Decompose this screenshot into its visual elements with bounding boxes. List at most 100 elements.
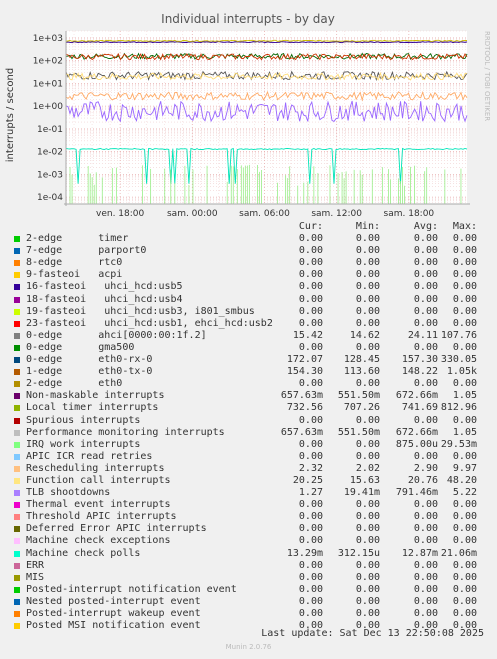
x-tick-label: ven. 18:00 [96,209,144,219]
legend-swatch [14,332,20,339]
x-tick-label: sam. 00:00 [167,209,218,219]
legend-row: Deferred Error APIC interrupts 0.00 0.00 0.… [0,523,497,535]
value-avg: 0.00 [413,523,438,535]
value-max: 1.05k [446,366,477,378]
value-min: 551.50m [337,426,380,438]
legend-row: Rescheduling interrupts 2.32 2.02 2.90 9.97 [0,463,497,475]
legend-swatch [14,623,20,630]
legend-name: 19-fasteoi uhci_hcd:usb3, i801_smbus [26,305,255,317]
legend-row: Posted-interrupt notification event 0.00 0… [0,584,497,596]
legend-name: 8-edge rtc0 [26,257,123,269]
value-cur: 0.00 [298,511,323,523]
value-max: 0.00 [452,523,477,535]
value-avg: 672.66m [395,426,438,438]
value-avg: 0.00 [413,245,438,257]
legend-swatch [14,465,20,472]
value-max: 812.96 [440,402,477,414]
legend: Cur: Min: Avg: Max: 2-edge timer 0.00 0.00… [0,221,497,632]
last-update: Last update: Sat Dec 13 22:50:08 2025 [261,628,484,639]
legend-name: 16-fasteoi uhci_hcd:usb5 [26,281,183,293]
legend-row: 18-fasteoi uhci_hcd:usb4 0.00 0.00 0.00 0.00 [0,294,497,306]
value-avg: 0.00 [413,620,438,632]
value-avg: 0.00 [413,341,438,353]
legend-row: 9-fasteoi acpi 0.00 0.00 0.00 0.00 [0,269,497,281]
value-min: 14.62 [349,329,380,341]
legend-row: Non-maskable interrupts 657.63m 551.50m 672… [0,390,497,402]
value-min: 0.00 [355,341,380,353]
value-cur: 15.42 [292,329,323,341]
value-min: 0.00 [355,535,380,547]
value-avg: 0.00 [413,450,438,462]
series-line [65,147,468,184]
value-cur: 172.07 [286,354,323,366]
legend-swatch [14,453,20,460]
legend-name: IRQ work interrupts [26,438,141,450]
value-max: 0.00 [452,341,477,353]
value-min: 0.00 [355,269,380,281]
value-cur: 0.00 [298,608,323,619]
value-cur: 0.00 [298,257,323,269]
y-tick-label: 1e+01 [33,79,63,89]
value-avg: 0.00 [413,317,438,329]
legend-row: 23-fasteoi uhci_hcd:usb1, ehci_hcd:usb2 0… [0,318,497,330]
value-min: 0.00 [355,438,380,450]
value-avg: 0.00 [413,414,438,426]
value-cur: 0.00 [298,595,323,607]
x-tick-label: sam. 12:00 [311,209,362,219]
legend-row: Posted MSI notification event 0.00 0.00 0.0… [0,620,497,632]
value-min: 551.50m [337,390,380,402]
value-avg: 0.00 [413,511,438,523]
legend-swatch [14,514,20,521]
legend-name: 9-fasteoi acpi [26,269,123,281]
value-min: 0.00 [355,317,380,329]
legend-name: Spurious interrupts [26,414,141,426]
value-max: 1.05 [452,426,477,438]
legend-row: Performance monitoring interrupts 657.63m… [0,427,497,439]
legend-row: 8-edge rtc0 0.00 0.00 0.00 0.00 [0,257,497,269]
value-avg: 12.87m [401,547,438,559]
value-cur: 0.00 [298,281,323,293]
value-cur: 0.00 [298,305,323,317]
legend-row: Spurious interrupts 0.00 0.00 0.00 0.00 [0,415,497,427]
value-cur: 0.00 [298,559,323,571]
legend-swatch [14,357,20,364]
value-min: 0.00 [355,523,380,535]
value-max: 0.00 [452,559,477,571]
header-max: Max: [452,221,477,232]
legend-row: Machine check exceptions 0.00 0.00 0.00 0.00 [0,535,497,547]
value-cur: 732.56 [286,402,323,414]
value-avg: 0.00 [413,233,438,245]
value-min: 0.00 [355,620,380,632]
value-avg: 0.00 [413,293,438,305]
value-max: 0.00 [452,499,477,511]
value-cur: 0.00 [298,233,323,245]
legend-row: 0-edge ahci[0000:00:1f.2] 15.42 14.62 24.11… [0,330,497,342]
value-cur: 0.00 [298,571,323,583]
value-cur: 657.63m [280,426,323,438]
value-cur: 0.00 [298,620,323,632]
value-cur: 1.27 [298,487,323,499]
legend-header: Cur: Min: Avg: Max: [0,221,497,233]
value-cur: 2.32 [298,462,323,474]
header-min: Min: [355,221,380,232]
value-avg: 24.11 [407,329,438,341]
value-min: 707.26 [343,402,380,414]
value-min: 0.00 [355,499,380,511]
value-min: 0.00 [355,281,380,293]
legend-name: Machine check exceptions [26,535,171,547]
value-cur: 0.00 [298,341,323,353]
legend-swatch [14,284,20,291]
legend-swatch [14,526,20,533]
value-max: 0.00 [452,450,477,462]
series-line [65,53,468,61]
value-avg: 672.66m [395,390,438,402]
legend-name: APIC ICR read retries [26,450,153,462]
value-cur: 0.00 [298,450,323,462]
legend-swatch [14,320,20,327]
value-cur: 0.00 [298,293,323,305]
legend-swatch [14,381,20,388]
legend-row: 2-edge eth0 0.00 0.00 0.00 0.00 [0,378,497,390]
legend-name: Performance monitoring interrupts [26,426,225,438]
value-max: 21.06m [440,547,477,559]
legend-row: Machine check polls 13.29m 312.15u 12.87m 21… [0,548,497,560]
